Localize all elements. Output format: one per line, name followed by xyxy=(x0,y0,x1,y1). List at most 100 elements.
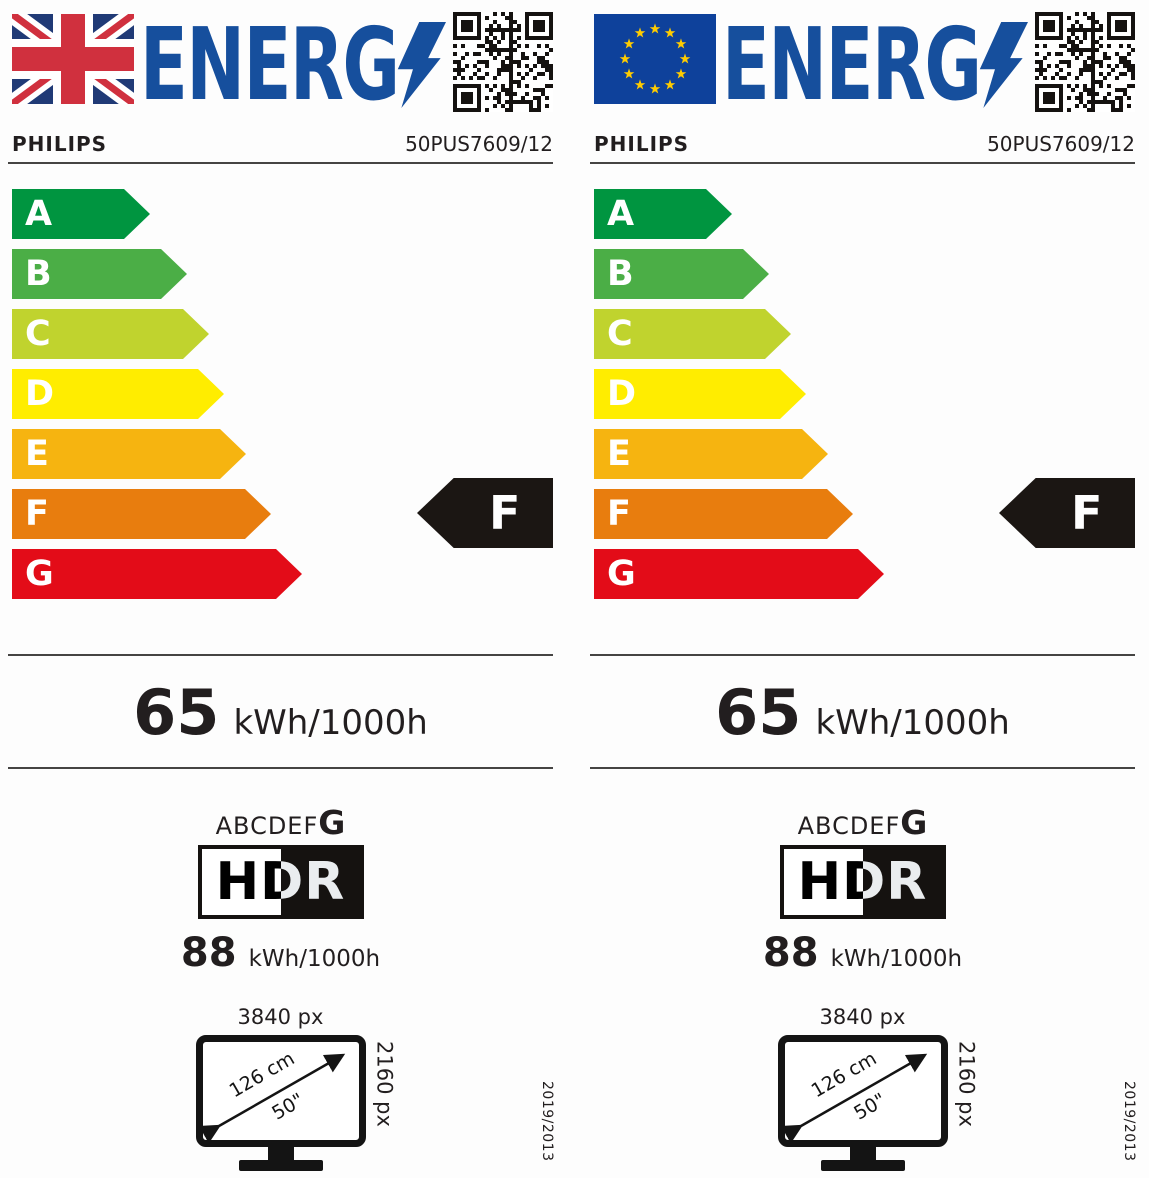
scale-bar-letter: D xyxy=(607,374,637,414)
consumption-value: 65 xyxy=(133,676,220,749)
hdr-consumption-value: 88 xyxy=(762,930,819,976)
eu-flag-star xyxy=(619,53,631,64)
scale-bar-d: D xyxy=(594,369,806,419)
hdr-logo-text: HDR xyxy=(797,852,928,912)
brand-name: PHILIPS xyxy=(12,132,108,156)
diagonal-arrow xyxy=(202,1053,345,1140)
scale-bar-letter: E xyxy=(607,434,631,474)
class-range: ABCDEF G xyxy=(8,803,553,842)
model-number: 50PUS7609/12 xyxy=(987,132,1135,156)
energ-logo-text: ENERG xyxy=(722,6,982,123)
hdr-consumption: 88 kWh/1000h xyxy=(8,933,553,973)
regulation-number: 2019/2013 xyxy=(1121,1081,1137,1162)
energy-consumption: 65 kWh/1000h xyxy=(8,656,553,767)
tv-screen-diagram: 126 cm 50" xyxy=(777,1035,948,1147)
resolution-horizontal-label: 3840 px xyxy=(819,1005,906,1029)
scale-bar-letter: B xyxy=(25,254,52,294)
hdr-consumption: 88 kWh/1000h xyxy=(590,933,1135,973)
qr-code xyxy=(1035,12,1135,112)
scale-bar-e: E xyxy=(594,429,828,479)
hdr-consumption-value: 88 xyxy=(180,930,237,976)
scale-bar-letter: G xyxy=(25,554,54,594)
scale-bar-b: B xyxy=(12,249,187,299)
uk-flag xyxy=(12,14,134,104)
scale-bar-letter: A xyxy=(607,194,635,234)
scale-bar-e: E xyxy=(12,429,246,479)
scale-bar-letter: G xyxy=(607,554,636,594)
diagonal-arrow xyxy=(784,1053,927,1140)
scale-bar-d: D xyxy=(12,369,224,419)
energ-logo: ENERG xyxy=(140,6,509,123)
eu-flag-star xyxy=(664,27,676,38)
class-range: ABCDEF G xyxy=(590,803,1135,842)
brand-row: PHILIPS 50PUS7609/12 xyxy=(8,120,553,164)
scale-bar-letter: F xyxy=(25,494,49,534)
tv-stand-base xyxy=(820,1160,905,1171)
lightning-bolt-icon xyxy=(979,22,1028,108)
separator xyxy=(590,654,1135,656)
tv-stand-base xyxy=(238,1160,323,1171)
rating-letter: F xyxy=(489,486,521,540)
scale-bar-g: G xyxy=(594,549,884,599)
class-range-max: G xyxy=(900,803,928,842)
scale-bar-a: A xyxy=(594,189,732,239)
eu-flag-star xyxy=(649,83,661,94)
eu-flag-star xyxy=(664,79,676,90)
class-range-prefix: ABCDEF xyxy=(797,812,901,840)
scale-bar-g: G xyxy=(12,549,302,599)
eu-flag-star xyxy=(623,38,635,49)
resolution-horizontal-label: 3840 px xyxy=(237,1005,324,1029)
qr-code xyxy=(453,12,553,112)
model-number: 50PUS7609/12 xyxy=(405,132,553,156)
eu-flag-star xyxy=(679,53,691,64)
brand-name: PHILIPS xyxy=(594,132,690,156)
separator xyxy=(8,767,553,769)
scale-bar-c: C xyxy=(594,309,791,359)
tv-stand-neck xyxy=(267,1147,294,1160)
energ-logo: ENERG xyxy=(722,6,1091,123)
eu-flag-star xyxy=(623,68,635,79)
tv-screen-diagram: 126 cm 50" xyxy=(195,1035,366,1147)
scale-bar-letter: E xyxy=(25,434,49,474)
scale-bar-f: F xyxy=(12,489,271,539)
eu-flag-star xyxy=(675,38,687,49)
tv-stand-neck xyxy=(849,1147,876,1160)
hdr-consumption-unit: kWh/1000h xyxy=(248,946,381,972)
eu-flag xyxy=(594,14,716,104)
eu-flag-star xyxy=(675,68,687,79)
label-header: ENERG xyxy=(8,8,553,120)
class-range-max: G xyxy=(318,803,346,842)
separator xyxy=(590,767,1135,769)
eu-flag-star xyxy=(634,27,646,38)
hdr-logo: HDR xyxy=(779,845,946,919)
resolution-vertical-label: 2160 px xyxy=(372,1041,397,1127)
energ-logo-text: ENERG xyxy=(140,6,400,123)
eu-flag-star xyxy=(649,23,661,34)
lightning-bolt-icon xyxy=(397,22,446,108)
scale-bar-letter: C xyxy=(25,314,51,354)
energy-consumption: 65 kWh/1000h xyxy=(590,656,1135,767)
scale-bar-f: F xyxy=(594,489,853,539)
resolution-vertical-label: 2160 px xyxy=(954,1041,979,1127)
consumption-unit: kWh/1000h xyxy=(233,703,428,743)
hdr-consumption-unit: kWh/1000h xyxy=(830,946,963,972)
rating-letter: F xyxy=(1071,486,1103,540)
consumption-unit: kWh/1000h xyxy=(815,703,1010,743)
scale-bar-a: A xyxy=(12,189,150,239)
hdr-and-screen-section: ABCDEF G HDR 88 kWh/1000h 3840 px xyxy=(8,769,555,1178)
class-range-prefix: ABCDEF xyxy=(215,812,319,840)
scale-bar-letter: F xyxy=(607,494,631,534)
brand-row: PHILIPS 50PUS7609/12 xyxy=(590,120,1135,164)
scale-bar-c: C xyxy=(12,309,209,359)
eu-flag-star xyxy=(634,79,646,90)
hdr-logo: HDR xyxy=(197,845,364,919)
hdr-logo-text: HDR xyxy=(215,852,346,912)
regulation-number: 2019/2013 xyxy=(539,1081,555,1162)
hdr-and-screen-section: ABCDEF G HDR 88 kWh/1000h 3840 px xyxy=(590,769,1137,1178)
scale-bar-letter: B xyxy=(607,254,634,294)
